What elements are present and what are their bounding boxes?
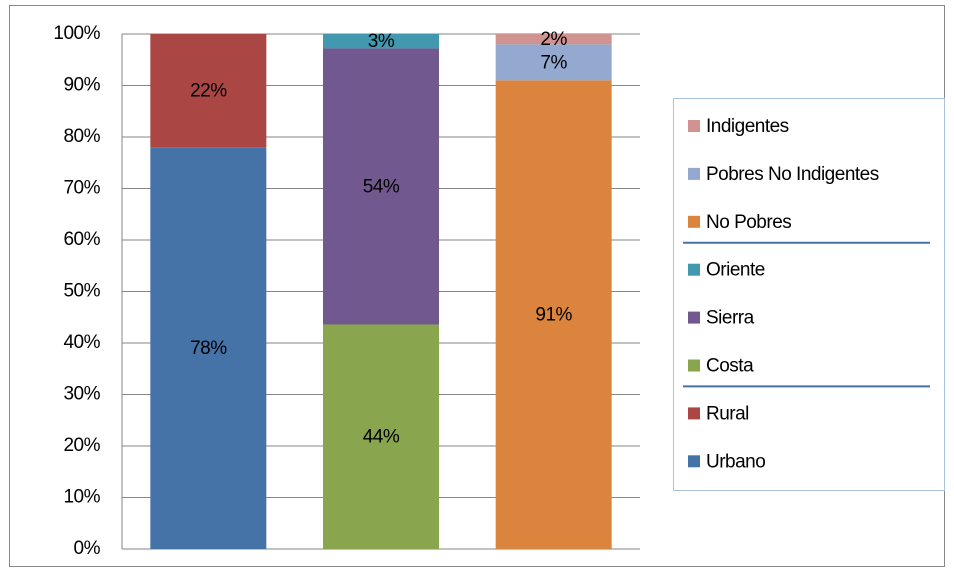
legend-swatch <box>688 311 700 324</box>
y-tick-label: 80% <box>63 126 100 147</box>
y-tick-label: 10% <box>63 487 100 508</box>
bar-segment <box>495 44 612 81</box>
y-tick-label: 50% <box>63 281 100 302</box>
y-tick-label: 100% <box>53 23 100 44</box>
y-tick-label: 70% <box>63 178 100 199</box>
legend-swatch <box>688 359 700 372</box>
data-label: 44% <box>363 427 400 448</box>
y-tick-label: 60% <box>63 229 100 250</box>
bar-segment <box>150 147 267 550</box>
bar-segment <box>323 48 439 325</box>
data-label: 78% <box>190 338 227 359</box>
bar-segment <box>323 324 439 549</box>
legend-label: Rural <box>706 403 749 424</box>
legend-swatch <box>688 120 700 132</box>
legend-swatch <box>688 455 700 468</box>
legend-swatch <box>688 263 700 276</box>
bar-segment <box>495 80 612 549</box>
y-tick-label: 90% <box>63 75 100 96</box>
data-label: 91% <box>535 305 572 326</box>
bar-segment <box>150 34 267 148</box>
legend-label: Oriente <box>706 260 765 281</box>
data-label: 3% <box>368 31 395 52</box>
legend-label: Urbano <box>706 451 765 472</box>
bar-segment <box>495 34 612 45</box>
legend-swatch <box>688 167 700 180</box>
legend-swatch <box>688 407 700 420</box>
legend-swatch <box>688 215 700 228</box>
data-label: 54% <box>363 176 400 197</box>
legend-label: Costa <box>706 356 754 377</box>
y-tick-label: 40% <box>63 332 100 353</box>
legend-label: Pobres No Indigentes <box>706 164 879 185</box>
legend-box <box>673 98 945 491</box>
legend-label: Indigentes <box>706 116 789 137</box>
legend-label: Sierra <box>706 308 755 329</box>
data-label: 7% <box>540 52 567 73</box>
y-tick-label: 20% <box>63 435 100 456</box>
legend-label: No Pobres <box>706 212 791 233</box>
bar-segment <box>323 34 439 49</box>
y-tick-label: 0% <box>74 538 101 559</box>
data-label: 2% <box>540 29 567 50</box>
data-label: 22% <box>190 81 227 102</box>
y-tick-label: 30% <box>63 384 100 405</box>
